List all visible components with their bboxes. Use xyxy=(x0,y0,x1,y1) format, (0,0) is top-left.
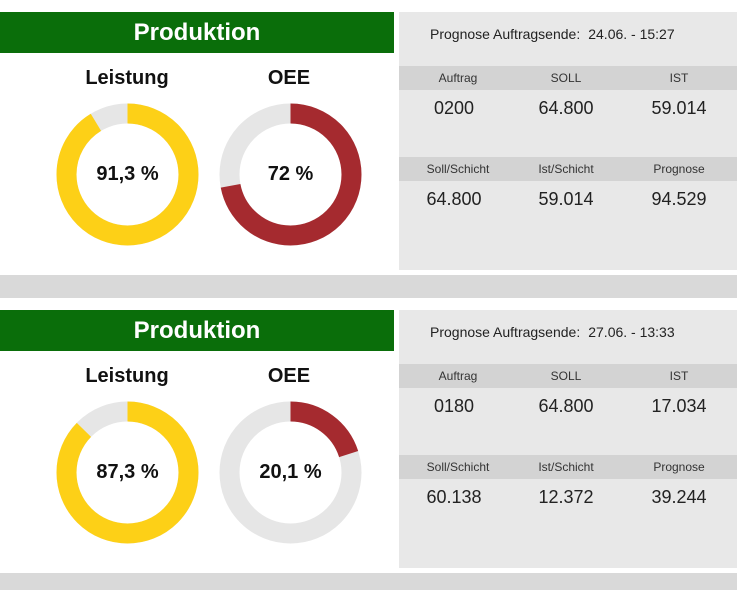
leistung-gauge: 87,3 % xyxy=(55,400,200,545)
oee-ring-fill xyxy=(219,103,362,246)
oee-value: 20,1 % xyxy=(259,461,322,483)
prognose-label: Prognose Auftragsende: xyxy=(430,26,581,42)
prognose-label: Prognose Auftragsende: xyxy=(430,324,581,340)
prognose-value: 24.06. - 15:27 xyxy=(588,26,675,42)
value-ist-schicht: 59.014 xyxy=(538,189,594,209)
shift-header-row: Soll/Schicht Ist/Schicht Prognose xyxy=(399,455,737,479)
oee-gauge: 72 % xyxy=(218,102,363,247)
header-ist-schicht: Ist/Schicht xyxy=(538,162,594,176)
prognose-line: Prognose Auftragsende: 27.06. - 13:33 xyxy=(430,324,675,340)
leistung-ring-fill xyxy=(56,401,199,544)
panel-title: Produktion xyxy=(0,310,394,351)
value-soll: 64.800 xyxy=(538,396,594,416)
oee-ring xyxy=(219,401,362,544)
header-ist: IST xyxy=(669,369,689,383)
value-ist-schicht: 12.372 xyxy=(538,487,594,507)
value-soll-schicht: 64.800 xyxy=(426,189,482,209)
header-soll: SOLL xyxy=(550,71,582,85)
production-panel-1: Produktion Leistung 91,3 % OEE 72 % Prog… xyxy=(0,0,737,275)
oee-label: OEE xyxy=(267,67,311,89)
oee-ring xyxy=(219,103,362,246)
header-soll-schicht: Soll/Schicht xyxy=(426,162,490,176)
header-prognose: Prognose xyxy=(653,162,705,176)
header-auftrag: Auftrag xyxy=(438,71,478,85)
leistung-label: Leistung xyxy=(85,365,169,387)
value-prognose: 39.244 xyxy=(651,487,707,507)
order-header-row: Auftrag SOLL IST xyxy=(399,364,737,388)
leistung-ring xyxy=(56,103,199,246)
oee-label: OEE xyxy=(267,365,311,387)
prognose-value: 27.06. - 13:33 xyxy=(588,324,675,340)
header-ist: IST xyxy=(669,71,689,85)
panel-title: Produktion xyxy=(0,12,394,53)
value-soll-schicht: 60.138 xyxy=(426,487,482,507)
header-soll: SOLL xyxy=(550,369,582,383)
leistung-value: 91,3 % xyxy=(96,163,159,185)
oee-gauge: 20,1 % xyxy=(218,400,363,545)
order-info-box: Prognose Auftragsende: 27.06. - 13:33 Auf… xyxy=(399,310,737,568)
header-soll-schicht: Soll/Schicht xyxy=(426,460,490,474)
value-prognose: 94.529 xyxy=(651,189,707,209)
header-auftrag: Auftrag xyxy=(438,369,478,383)
oee-ring-fill xyxy=(219,401,362,544)
leistung-value: 87,3 % xyxy=(96,461,159,483)
prognose-line: Prognose Auftragsende: 24.06. - 15:27 xyxy=(430,26,675,42)
oee-value: 72 % xyxy=(267,163,314,185)
leistung-ring-fill xyxy=(56,103,199,246)
value-auftrag: 0180 xyxy=(433,396,475,416)
header-prognose: Prognose xyxy=(653,460,705,474)
header-ist-schicht: Ist/Schicht xyxy=(538,460,594,474)
shift-header-row: Soll/Schicht Ist/Schicht Prognose xyxy=(399,157,737,181)
leistung-label: Leistung xyxy=(85,67,169,89)
value-soll: 64.800 xyxy=(538,98,594,118)
value-auftrag: 0200 xyxy=(433,98,475,118)
order-info-box: Prognose Auftragsende: 24.06. - 15:27 Auf… xyxy=(399,12,737,270)
production-panel-2: Produktion Leistung 87,3 % OEE 20,1 % Pr… xyxy=(0,298,737,573)
order-header-row: Auftrag SOLL IST xyxy=(399,66,737,90)
value-ist: 17.034 xyxy=(651,396,707,416)
leistung-gauge: 91,3 % xyxy=(55,102,200,247)
leistung-ring xyxy=(56,401,199,544)
value-ist: 59.014 xyxy=(651,98,707,118)
